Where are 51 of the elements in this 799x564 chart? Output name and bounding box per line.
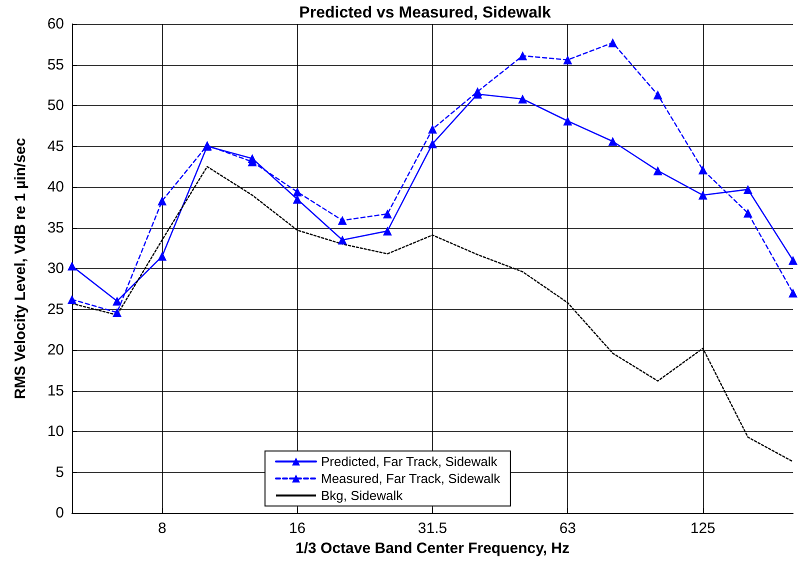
x-axis-title: 1/3 Octave Band Center Frequency, Hz [296, 540, 570, 557]
y-tick-label: 40 [47, 178, 64, 196]
point [653, 166, 662, 176]
point [382, 209, 392, 218]
point [68, 294, 76, 304]
point [788, 288, 798, 298]
point [428, 139, 437, 148]
y-tick-label: 25 [47, 300, 64, 318]
point [518, 94, 528, 104]
point [338, 216, 347, 225]
chart-title: Predicted vs Measured, Sidewalk [299, 4, 551, 22]
point [698, 190, 708, 200]
y-tick-label: 55 [47, 56, 64, 74]
point [112, 296, 122, 306]
point [743, 208, 752, 218]
y-axis-title: RMS Velocity Level, VdB re 1 µin/sec [12, 138, 29, 400]
x-tick-label: 31.5 [418, 520, 448, 537]
y-tick-label: 45 [47, 138, 64, 155]
point [112, 308, 122, 318]
point [473, 87, 482, 96]
point [158, 252, 167, 261]
point [563, 55, 572, 64]
legend-label: Bkg, Sidewalk [321, 488, 404, 503]
point [158, 196, 167, 206]
point [608, 136, 618, 146]
x-tick-label: 16 [288, 520, 306, 537]
legend-label: Predicted, Far Track, Sidewalk [321, 454, 498, 469]
point [743, 184, 752, 194]
x-tick-label: 8 [158, 520, 166, 537]
point [338, 235, 347, 244]
point [698, 165, 708, 174]
x-tick-label: 63 [559, 520, 576, 537]
y-tick-label: 60 [47, 16, 64, 32]
legend-label: Measured, Far Track, Sidewalk [321, 471, 501, 486]
y-tick-label: 20 [47, 342, 64, 358]
x-tick-label: 125 [690, 520, 716, 537]
point [563, 116, 572, 126]
point [428, 124, 437, 134]
point [788, 256, 798, 265]
point [292, 187, 302, 196]
y-tick-label: 15 [47, 382, 64, 400]
y-tick-label: 10 [47, 423, 64, 440]
point [382, 226, 392, 236]
y-tick-label: 35 [47, 219, 64, 236]
point [518, 51, 528, 60]
y-tick-label: 50 [47, 97, 64, 114]
point [653, 90, 662, 100]
y-tick-label: 30 [47, 260, 64, 277]
y-tick-label: 5 [56, 464, 64, 481]
y-tick-label: 0 [56, 504, 64, 522]
point [608, 38, 618, 48]
